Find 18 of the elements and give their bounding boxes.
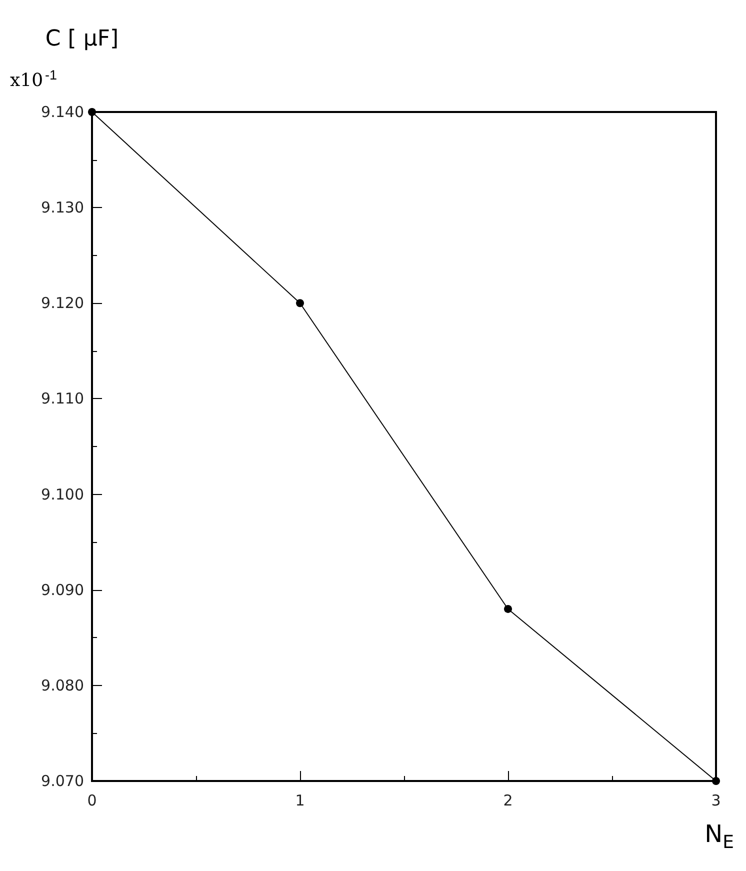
- y-tick-label: 9.070: [41, 772, 84, 790]
- x-tick-label: 1: [295, 792, 305, 810]
- x-tick-label: 0: [87, 792, 97, 810]
- x-tick-label: 3: [711, 792, 721, 810]
- y-tick-label: 9.090: [41, 580, 84, 599]
- y-tick-label: 9.110: [41, 390, 84, 408]
- point: [504, 604, 512, 613]
- y-tick-label: 9.140: [41, 103, 84, 121]
- x-axis-title: N$_{E}$: [704, 820, 734, 853]
- y-tick-label: 9.120: [41, 294, 84, 312]
- x-tick-label: 2: [503, 792, 513, 810]
- point: [296, 299, 304, 308]
- point: [88, 108, 96, 116]
- y-tick-label: 9.130: [41, 198, 84, 217]
- y-tick-label: 9.100: [41, 485, 84, 504]
- y-axis-title: C [ μF]: [45, 26, 119, 52]
- y-tick-label: 9.080: [41, 676, 84, 694]
- point: [712, 777, 720, 785]
